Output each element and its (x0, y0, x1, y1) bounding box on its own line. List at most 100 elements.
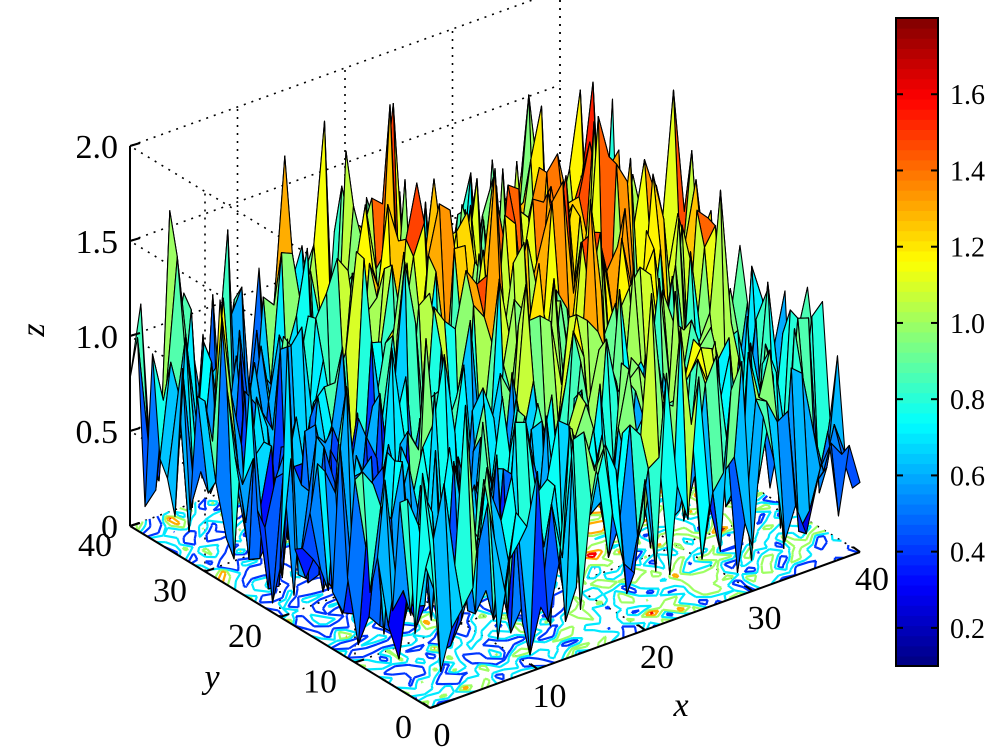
y-tick-label: 40 (78, 527, 112, 564)
colorbar-band (896, 58, 938, 70)
colorbar-tick-label: 1.4 (950, 156, 985, 187)
colorbar-band (896, 210, 938, 222)
colorbar-band (896, 615, 938, 627)
x-tick (744, 585, 754, 592)
colorbar-band (896, 473, 938, 485)
x-tick-label: 20 (640, 639, 674, 676)
colorbar-band (896, 230, 938, 242)
z-tick (129, 142, 141, 147)
x-tick-label: 0 (434, 717, 451, 750)
colorbar-tick-label: 1.2 (950, 233, 985, 264)
colorbar-band (896, 534, 938, 546)
colorbar-band (896, 190, 938, 201)
colorbar-band (896, 655, 938, 667)
colorbar-band (896, 301, 938, 313)
colorbar-tick-label: 1.0 (950, 309, 985, 340)
colorbar-band (896, 291, 938, 303)
x-tick (852, 546, 861, 553)
colorbar-band (896, 635, 938, 647)
z-axis-label: z (15, 323, 52, 337)
x-tick-label: 10 (533, 678, 567, 715)
colorbar-band (896, 321, 938, 333)
colorbar-band (896, 261, 938, 272)
colorbar-band (896, 362, 938, 373)
colorbar-tick-label: 0.4 (950, 538, 985, 569)
z-tick (129, 427, 141, 432)
surface-mesh (129, 81, 861, 672)
colorbar-band (896, 240, 938, 252)
colorbar-band (896, 514, 938, 525)
x-axis-label: x (672, 687, 688, 724)
y-tick-label: 10 (303, 664, 337, 701)
colorbar-band (896, 99, 938, 110)
x-tick-label: 30 (748, 600, 782, 637)
colorbar-band (896, 463, 938, 475)
y-tick (429, 704, 440, 709)
colorbar-band (896, 402, 938, 414)
y-tick-label: 20 (228, 618, 262, 655)
colorbar-band (896, 109, 938, 120)
colorbar-band (896, 200, 938, 211)
colorbar-band (896, 453, 938, 465)
colorbar-band (896, 392, 938, 404)
colorbar-band (896, 18, 938, 29)
colorbar-band (896, 88, 938, 100)
colorbar-band (896, 38, 938, 49)
colorbar-band (896, 129, 938, 141)
y-tick-label: 0 (395, 709, 412, 746)
colorbar-frame (895, 17, 939, 667)
surface-facet (421, 472, 442, 672)
colorbar-tick-label: 1.6 (950, 80, 985, 111)
y-axis-label: y (201, 659, 220, 696)
y-tick (204, 567, 215, 573)
colorbar-band (896, 412, 938, 424)
colorbar: 0.2 0.4 0.6 0.8 1.0 1.2 1.4 1.6 (895, 17, 985, 667)
colorbar-band (896, 433, 938, 444)
colorbar-band (896, 595, 938, 606)
colorbar-band (896, 169, 938, 181)
colorbar-band (896, 159, 938, 171)
colorbar-band (896, 271, 938, 282)
z-tick-label: 0.5 (76, 414, 119, 451)
colorbar-band (896, 605, 938, 616)
colorbar-band (896, 544, 938, 556)
colorbar-band (896, 504, 938, 515)
colorbar-band (896, 250, 938, 262)
colorbar-band (896, 585, 938, 596)
colorbar-band (896, 554, 938, 566)
colorbar-band (896, 139, 938, 151)
x-tick-label: 40 (855, 561, 889, 598)
colorbar-band (896, 625, 938, 637)
colorbar-band (896, 382, 938, 394)
colorbar-band (896, 119, 938, 130)
colorbar-band (896, 68, 938, 80)
colorbar-band (896, 149, 938, 161)
y-tick (354, 658, 365, 664)
colorbar-band (896, 483, 938, 495)
colorbar-band (896, 220, 938, 232)
colorbar-band (896, 48, 938, 60)
y-tick-label: 30 (153, 573, 187, 610)
z-tick-label: 2.0 (76, 129, 119, 166)
colorbar-band (896, 28, 938, 39)
colorbar-band (896, 574, 938, 586)
colorbar-tick-label: 0.2 (950, 614, 985, 645)
z-tick (129, 237, 141, 242)
colorbar-band (896, 352, 938, 363)
x-tick (529, 663, 539, 670)
colorbar-band (896, 443, 938, 454)
x-tick (637, 624, 646, 631)
z-tick-label: 1.5 (76, 224, 119, 261)
colorbar-band (896, 342, 938, 353)
colorbar-band (896, 564, 938, 576)
colorbar-band (896, 524, 938, 535)
colorbar-band (896, 493, 938, 505)
colorbar-band (896, 331, 938, 343)
colorbar-band (896, 281, 938, 292)
colorbar-tick-label: 0.8 (950, 385, 985, 416)
x-tick (422, 702, 431, 709)
colorbar-band (896, 645, 938, 657)
colorbar-tick-label: 0.6 (950, 461, 985, 492)
